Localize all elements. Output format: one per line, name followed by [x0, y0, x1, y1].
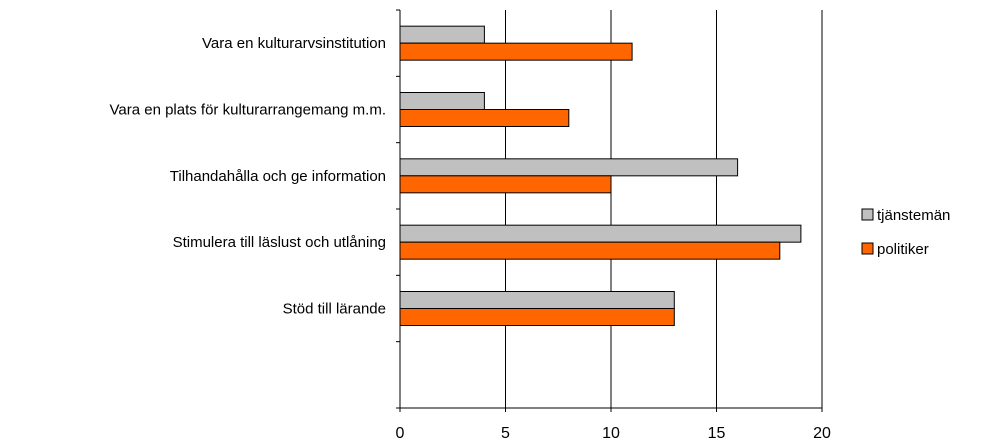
- legend: tjänstemän politiker: [861, 207, 950, 258]
- x-tick-label: 10: [602, 425, 620, 442]
- tick-labels: 0 5 10 15 20: [396, 425, 831, 442]
- category-labels: Vara en kulturarvsinstitution Vara en pla…: [109, 35, 386, 317]
- legend-swatch: [861, 208, 874, 221]
- category-label: Stöd till lärande: [283, 301, 386, 318]
- legend-label: tjänstemän: [877, 207, 950, 224]
- category-label: Stimulera till läslust och utlåning: [173, 234, 386, 251]
- x-tick-label: 0: [396, 425, 405, 442]
- x-tick-label: 20: [813, 425, 831, 442]
- legend-swatch: [861, 242, 874, 255]
- x-tick-label: 15: [708, 425, 726, 442]
- bar-tjanstemann: [399, 92, 485, 110]
- legend-label: politiker: [877, 241, 929, 258]
- gridlines: [505, 10, 823, 408]
- axes: [396, 9, 823, 412]
- bar-tjanstemann: [399, 291, 675, 309]
- bar-tjanstemann: [399, 224, 802, 243]
- bar-politiker: [399, 308, 675, 326]
- bar-tjanstemann: [399, 25, 485, 44]
- bars: [399, 25, 802, 326]
- category-label: Vara en plats för kulturarrangemang m.m.: [109, 102, 386, 119]
- bar-politiker: [399, 241, 781, 260]
- bar-politiker: [399, 109, 570, 127]
- category-label: Tilhandahålla och ge information: [170, 168, 386, 185]
- bar-politiker: [399, 175, 612, 194]
- x-tick-label: 5: [501, 425, 510, 442]
- bar-politiker: [399, 42, 633, 61]
- bar-tjanstemann: [399, 158, 739, 177]
- category-label: Vara en kulturarvsinstitution: [202, 35, 386, 52]
